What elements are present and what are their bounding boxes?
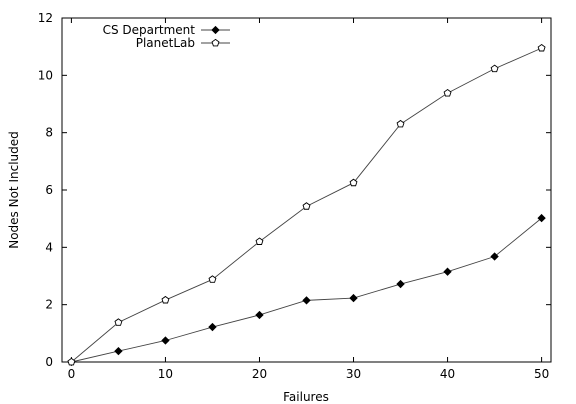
data-point-cs-department bbox=[537, 213, 546, 223]
series-layer bbox=[67, 43, 546, 367]
data-point-cs-department bbox=[396, 279, 405, 289]
data-point-planetlab bbox=[114, 318, 123, 326]
data-point-planetlab bbox=[161, 295, 170, 304]
data-point-cs-department bbox=[349, 293, 358, 303]
y-tick-label: 10 bbox=[38, 68, 53, 82]
data-point-planetlab bbox=[302, 202, 311, 210]
x-tick-label: 0 bbox=[68, 367, 76, 381]
series-planetlab bbox=[67, 43, 546, 366]
data-point-cs-department bbox=[255, 310, 264, 320]
x-tick-label: 20 bbox=[252, 367, 267, 381]
data-point-planetlab bbox=[490, 64, 499, 73]
x-tick-label: 30 bbox=[346, 367, 361, 381]
data-point-cs-department bbox=[490, 252, 499, 261]
y-tick-label: 2 bbox=[45, 298, 53, 312]
legend-marker-cs-department bbox=[211, 25, 220, 35]
x-axis-label: Failures bbox=[283, 390, 329, 404]
series-cs-department bbox=[67, 213, 546, 367]
data-point-planetlab bbox=[349, 178, 358, 187]
plot-frame bbox=[61, 17, 552, 363]
data-point-planetlab bbox=[443, 88, 452, 97]
legend-label-cs-department: CS Department bbox=[103, 23, 196, 37]
data-point-planetlab bbox=[67, 357, 76, 366]
data-point-cs-department bbox=[114, 346, 123, 356]
y-tick-label: 8 bbox=[45, 126, 53, 140]
data-point-planetlab bbox=[255, 237, 264, 245]
axis-ticks: 0 10 20 30 40 50 0 2 4 6 8 10 12 bbox=[38, 11, 551, 381]
legend-marker-planetlab bbox=[211, 38, 220, 47]
data-point-cs-department bbox=[161, 336, 170, 345]
series-line-cs-department bbox=[71, 217, 542, 363]
legend-label-planetlab: PlanetLab bbox=[136, 36, 195, 50]
x-tick-label: 10 bbox=[158, 367, 173, 381]
data-point-cs-department bbox=[208, 322, 217, 332]
y-tick-label: 0 bbox=[45, 355, 53, 369]
data-point-planetlab bbox=[396, 119, 405, 128]
data-point-planetlab bbox=[537, 43, 546, 52]
data-point-cs-department bbox=[443, 267, 452, 276]
x-tick-label: 50 bbox=[534, 367, 549, 381]
y-axis-label: Nodes Not Included bbox=[7, 131, 21, 249]
x-tick-label: 40 bbox=[440, 367, 455, 381]
y-tick-label: 6 bbox=[45, 183, 53, 197]
y-tick-label: 4 bbox=[45, 240, 53, 254]
y-tick-label: 12 bbox=[38, 11, 53, 25]
data-point-cs-department bbox=[302, 296, 311, 305]
data-point-planetlab bbox=[208, 275, 217, 283]
